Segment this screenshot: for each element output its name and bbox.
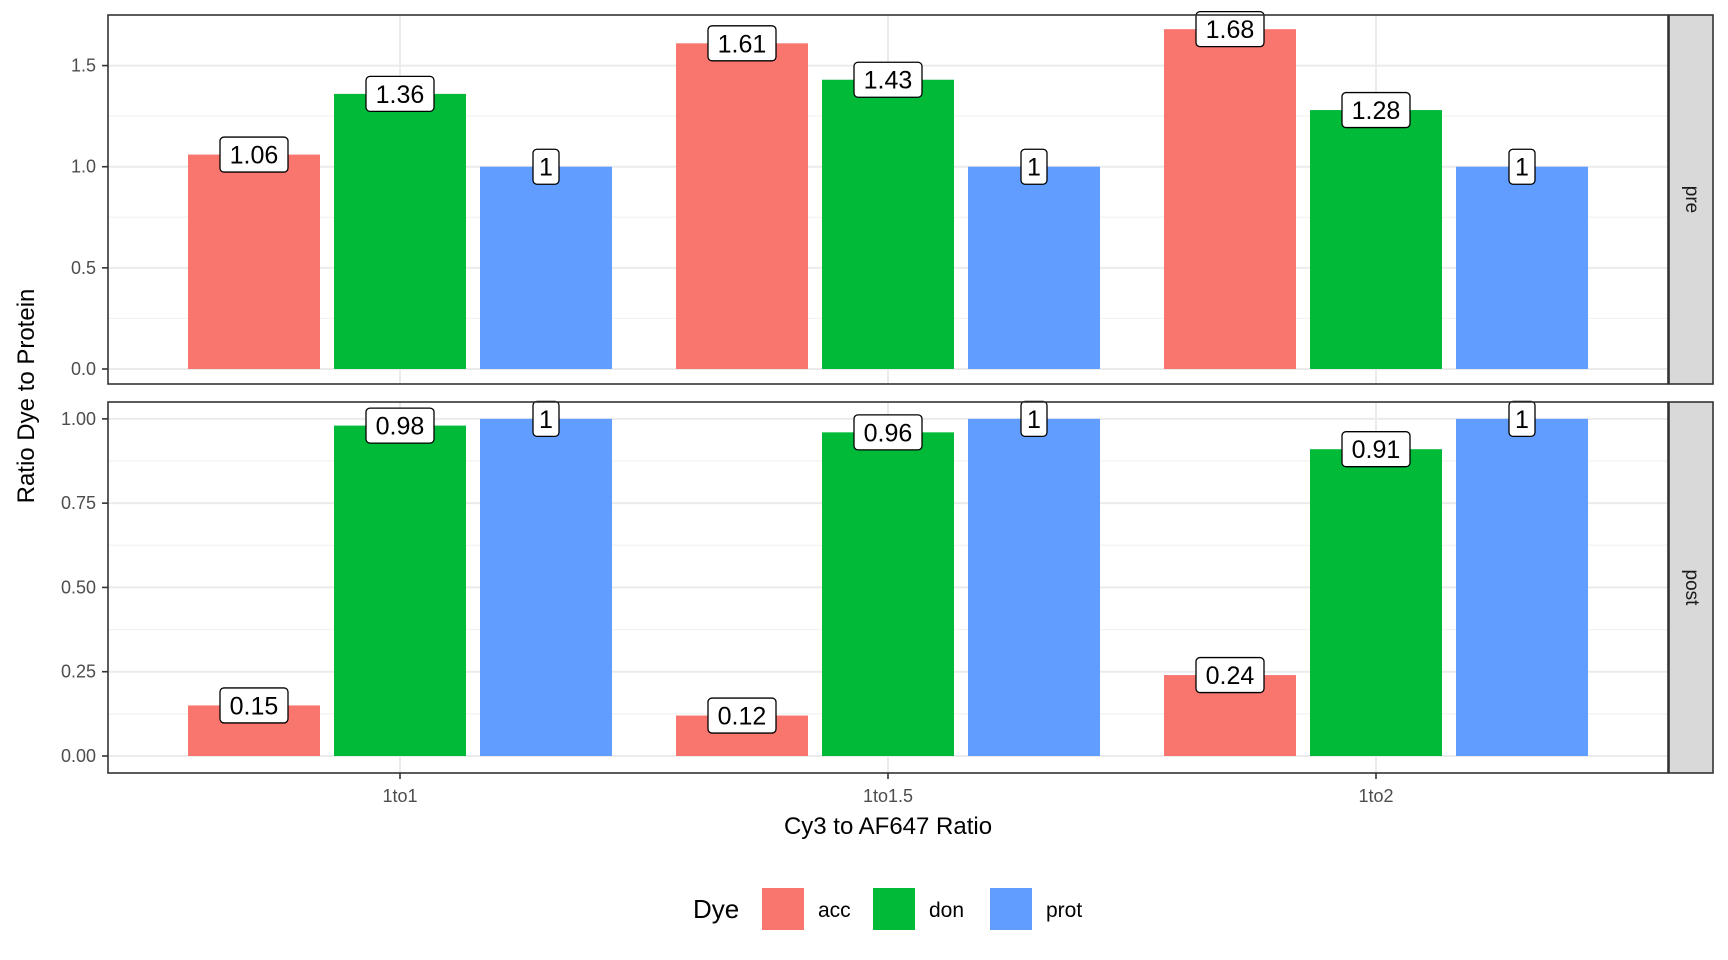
bar-post-prot-1to1	[480, 418, 612, 756]
data-label-post-acc-1to2: 0.24	[1206, 662, 1255, 690]
data-label-post-don-1to1.5: 0.96	[864, 419, 913, 447]
data-label-post-acc-1to1.5: 0.12	[718, 703, 767, 731]
bar-pre-acc-1to2	[1164, 29, 1296, 369]
x-axis: 1to1 1to1.5 1to2	[382, 773, 1394, 806]
legend-key-prot	[990, 888, 1032, 930]
data-label-pre-don-1to1: 1.36	[376, 81, 425, 109]
legend-key-acc	[762, 888, 804, 930]
data-label-pre-prot-1to1.5: 1	[1027, 154, 1041, 182]
data-label-box	[1508, 148, 1536, 185]
data-label-box	[365, 75, 435, 113]
data-label-pre-prot-1to1: 1	[539, 154, 553, 182]
data-label-post-prot-1to1.5: 1	[1027, 406, 1041, 434]
facet-panel-pre: 1.06 1.61 1.68 1.36 1.43 1.28 1 1 1 0.0 0.5 1.0 1.5 p…	[71, 11, 1714, 385]
data-label-box	[853, 414, 923, 451]
x-axis-title: Cy3 to AF647 Ratio	[784, 813, 992, 840]
legend-title: Dye	[693, 894, 739, 924]
data-label-box	[219, 136, 289, 173]
data-label-box	[219, 687, 289, 724]
legend: Dye acc don prot	[693, 888, 1082, 930]
bar-pre-acc-1to1	[188, 154, 320, 369]
bar-post-don-1to2	[1310, 449, 1442, 756]
facet-strip-label-post: post	[1681, 570, 1702, 607]
data-label-post-don-1to2: 0.91	[1352, 436, 1401, 464]
facets: 1.06 1.61 1.68 1.36 1.43 1.28 1 1 1 0.0 0.5 1.0 1.5 p…	[61, 11, 1714, 774]
bar-pre-don-1to1.5	[822, 79, 954, 369]
data-label-post-don-1to1: 0.98	[376, 413, 425, 441]
legend-label-don: don	[929, 899, 964, 922]
data-label-box	[1341, 91, 1411, 129]
x-tick-label-1to2: 1to2	[1358, 786, 1393, 806]
data-label-box	[1020, 148, 1048, 185]
facet-strip-label-pre: pre	[1681, 186, 1702, 213]
data-label-pre-acc-1to2: 1.68	[1206, 16, 1255, 44]
y-tick-label: 0.0	[71, 359, 96, 379]
bar-post-don-1to1	[334, 425, 466, 756]
bar-pre-don-1to1	[334, 93, 466, 370]
data-label-post-prot-1to1: 1	[539, 406, 553, 434]
bar-pre-prot-1to1	[480, 166, 612, 369]
bar-pre-prot-1to1.5	[968, 166, 1100, 369]
facet-strip	[1668, 401, 1714, 774]
facet-strip	[1668, 14, 1714, 385]
bar-pre-don-1to2	[1310, 110, 1442, 370]
bar-pre-acc-1to1.5	[676, 43, 808, 369]
facet-panel-post: 0.15 0.12 0.24 0.98 0.96 0.91 1 1 1 0.00 0.25 0.50 0…	[61, 400, 1714, 774]
data-label-post-acc-1to1: 0.15	[230, 692, 279, 720]
data-label-box	[1341, 431, 1411, 468]
bar-post-prot-1to2	[1456, 418, 1588, 756]
data-label-pre-acc-1to1: 1.06	[230, 142, 279, 170]
y-tick-label: 1.00	[61, 409, 96, 429]
panel-border	[107, 14, 1669, 385]
legend-label-acc: acc	[818, 899, 851, 922]
data-label-pre-acc-1to1.5: 1.61	[718, 30, 767, 58]
y-axis-title: Ratio Dye to Protein	[13, 289, 40, 504]
y-tick-label: 0.00	[61, 746, 96, 766]
y-tick-label: 0.5	[71, 258, 96, 278]
y-tick-label: 1.5	[71, 56, 96, 76]
data-label-pre-don-1to2: 1.28	[1352, 97, 1401, 125]
data-label-box	[707, 697, 777, 734]
y-tick-label: 1.0	[71, 157, 96, 177]
legend-label-prot: prot	[1046, 899, 1082, 922]
data-label-box	[707, 25, 777, 62]
data-label-pre-prot-1to2: 1	[1515, 154, 1529, 182]
y-tick-label: 0.25	[61, 662, 96, 682]
y-tick-label: 0.75	[61, 493, 96, 513]
bar-pre-prot-1to2	[1456, 166, 1588, 369]
data-label-box	[1195, 11, 1265, 48]
data-label-box	[365, 407, 435, 444]
y-tick-label: 0.50	[61, 577, 96, 597]
data-label-box	[532, 148, 560, 185]
data-label-pre-don-1to1.5: 1.43	[864, 67, 913, 95]
data-label-box	[853, 61, 923, 98]
bar-post-prot-1to1.5	[968, 418, 1100, 756]
x-tick-label-1to1: 1to1	[382, 786, 417, 806]
x-tick-label-1to1.5: 1to1.5	[863, 786, 913, 806]
data-label-post-prot-1to2: 1	[1515, 406, 1529, 434]
data-label-box	[1195, 656, 1265, 694]
bar-post-don-1to1.5	[822, 432, 954, 756]
legend-key-don	[873, 888, 915, 930]
